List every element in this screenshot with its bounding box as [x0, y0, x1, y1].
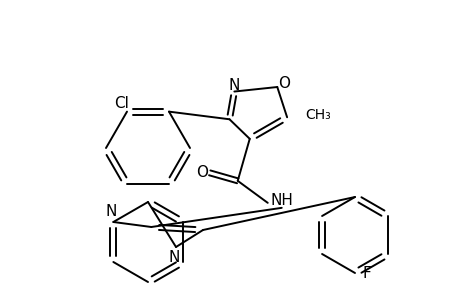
Text: N: N — [106, 205, 117, 220]
Text: O: O — [196, 165, 207, 180]
Text: N: N — [168, 250, 179, 265]
Text: F: F — [362, 266, 371, 280]
Text: Cl: Cl — [114, 96, 129, 111]
Text: O: O — [278, 76, 290, 91]
Text: CH₃: CH₃ — [304, 108, 330, 122]
Text: N: N — [228, 78, 240, 93]
Text: NH: NH — [270, 193, 293, 208]
